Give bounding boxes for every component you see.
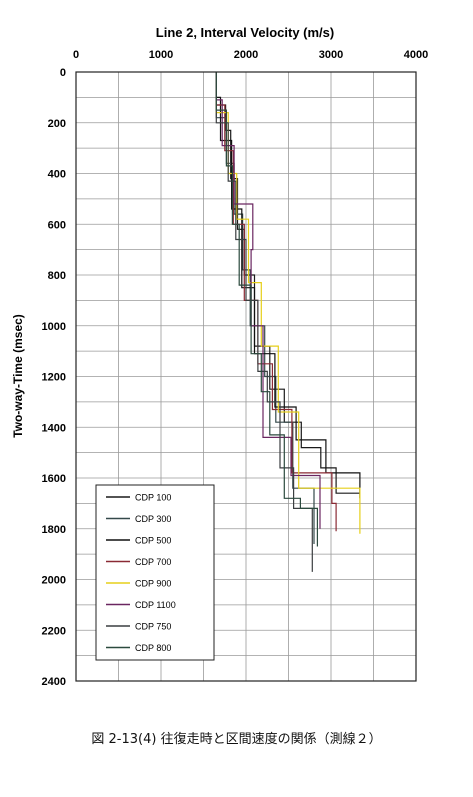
series-line-cdp-800	[215, 72, 318, 547]
y-tick-label: 1200	[42, 372, 66, 384]
y-tick-label: 2200	[42, 625, 66, 637]
y-tick-label: 600	[48, 219, 66, 231]
y-tick-label: 0	[60, 67, 66, 79]
y-tick-label: 1600	[42, 473, 66, 485]
series-line-cdp-700	[215, 72, 337, 532]
series-line-cdp-750	[215, 72, 313, 572]
legend-label: CDP 500	[135, 536, 171, 546]
legend-label: CDP 1100	[135, 600, 176, 610]
series-line-cdp-500	[215, 72, 361, 494]
x-tick-label: 0	[73, 49, 79, 61]
figure-caption: 図 2-13(4) 往復走時と区間速度の関係（測線２）	[91, 732, 382, 747]
legend-label: CDP 700	[135, 557, 171, 567]
legend-label: CDP 750	[135, 622, 171, 632]
y-axis-label: Two-way-Time (msec)	[11, 314, 25, 438]
x-axis-ticks: 0 1000 2000 3000 4000	[73, 49, 428, 61]
legend-label: CDP 900	[135, 579, 171, 589]
x-tick-label: 2000	[234, 49, 258, 61]
y-tick-label: 1000	[42, 321, 66, 333]
y-axis-ticks: 0 200 400 600 800 1000 1200 1400 1600 1800 2000 220…	[42, 67, 66, 688]
y-tick-label: 800	[48, 270, 66, 282]
legend-label: CDP 300	[135, 514, 171, 524]
legend-box	[95, 484, 215, 661]
y-tick-label: 1400	[42, 422, 66, 434]
plot-area-frame	[75, 71, 417, 682]
legend-label: CDP 100	[135, 493, 171, 503]
x-tick-label: 3000	[319, 49, 343, 61]
y-tick-label: 400	[48, 169, 66, 181]
legend-label: CDP 800	[135, 643, 171, 653]
x-tick-label: 1000	[149, 49, 173, 61]
y-tick-label: 200	[48, 118, 66, 130]
legend: CDP 100 CDP 300 CDP 500 CDP 700 CDP 900 CDP 1…	[95, 484, 215, 661]
y-tick-label: 2000	[42, 575, 66, 587]
x-tick-label: 4000	[404, 49, 428, 61]
y-tick-label: 2400	[42, 676, 66, 688]
series-group	[215, 72, 361, 572]
chart-title: Line 2, Interval Velocity (m/s)	[156, 25, 334, 40]
y-tick-label: 1800	[42, 524, 66, 536]
